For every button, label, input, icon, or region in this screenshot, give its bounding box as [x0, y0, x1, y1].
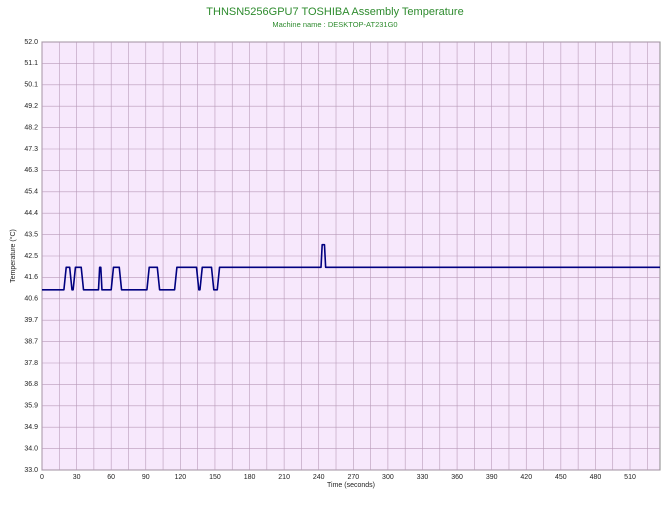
y-tick-label: 42.5: [24, 253, 38, 260]
y-tick-label: 33.0: [24, 467, 38, 474]
x-axis-label: Time (seconds): [327, 482, 375, 489]
y-tick-label: 45.4: [24, 189, 38, 196]
x-tick-label: 210: [278, 474, 290, 481]
x-tick-label: 150: [209, 474, 221, 481]
y-tick-label: 35.9: [24, 403, 38, 410]
x-tick-label: 270: [347, 474, 359, 481]
x-tick-label: 240: [313, 474, 325, 481]
x-tick-label: 480: [590, 474, 602, 481]
data-line: [42, 243, 660, 291]
y-tick-label: 52.0: [24, 39, 38, 46]
x-tick-label: 450: [555, 474, 567, 481]
y-tick-label: 39.7: [24, 317, 38, 324]
y-tick-label: 40.6: [24, 296, 38, 303]
x-tick-label: 120: [175, 474, 187, 481]
x-tick-label: 30: [73, 474, 81, 481]
x-tick-label: 90: [142, 474, 150, 481]
x-tick-label: 420: [520, 474, 532, 481]
x-tick-label: 510: [624, 474, 636, 481]
y-tick-label: 48.2: [24, 124, 38, 131]
x-tick-label: 300: [382, 474, 394, 481]
y-tick-label: 34.9: [24, 424, 38, 431]
y-tick-label: 38.7: [24, 338, 38, 345]
y-tick-label: 49.2: [24, 103, 38, 110]
chart-title: THNSN5256GPU7 TOSHIBA Assembly Temperatu…: [206, 6, 463, 18]
y-axis-label: Temperature (°C): [9, 229, 17, 283]
y-tick-label: 50.1: [24, 82, 38, 89]
x-tick-label: 330: [417, 474, 429, 481]
x-tick-label: 390: [486, 474, 498, 481]
y-tick-label: 37.8: [24, 360, 38, 367]
chart-subtitle: Machine name : DESKTOP-AT231G0: [272, 20, 397, 29]
y-tick-label: 36.8: [24, 381, 38, 388]
x-tick-label: 180: [244, 474, 256, 481]
y-tick-label: 44.4: [24, 210, 38, 217]
x-tick-label: 0: [40, 474, 44, 481]
y-tick-label: 47.3: [24, 146, 38, 153]
y-tick-label: 34.0: [24, 445, 38, 452]
x-tick-label: 360: [451, 474, 463, 481]
y-tick-label: 41.6: [24, 274, 38, 281]
x-tick-label: 60: [107, 474, 115, 481]
y-tick-label: 46.3: [24, 167, 38, 174]
y-tick-label: 43.5: [24, 231, 38, 238]
y-tick-label: 51.1: [24, 60, 38, 67]
